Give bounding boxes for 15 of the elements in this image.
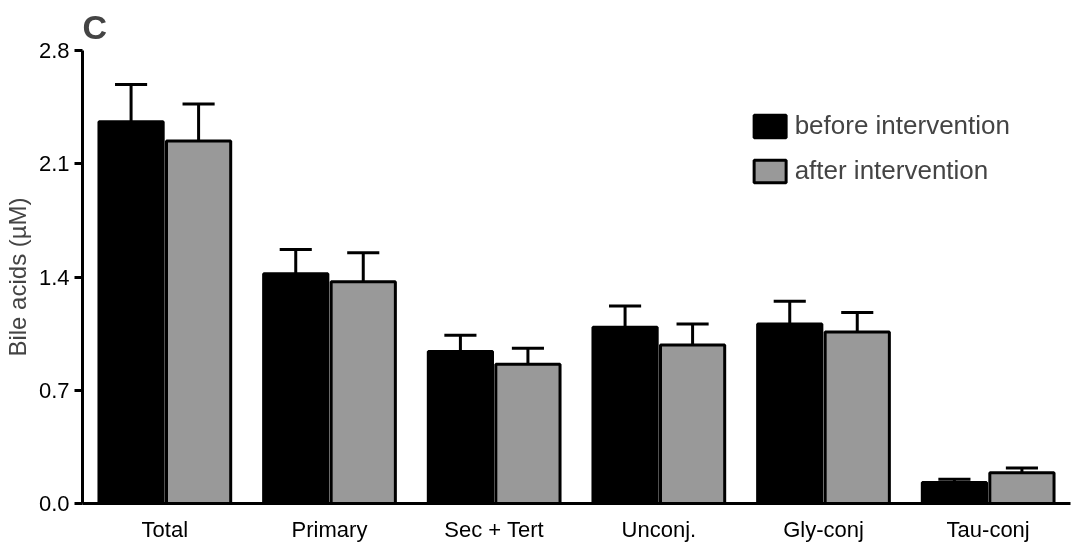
y-tick-label: 2.8	[38, 38, 70, 63]
legend-label: after intervention	[794, 155, 989, 186]
x-tick-label: Tau-conj	[946, 516, 1030, 542]
text: C	[82, 7, 108, 46]
y-tick-label: 1.4	[38, 264, 70, 290]
y-tick-label: 0.7	[38, 377, 70, 403]
x-tick-label: Total	[141, 516, 189, 542]
y-tick-label: 0.0	[38, 491, 70, 516]
y-tick-label: 2.1	[38, 151, 70, 177]
legend-label: before intervention	[794, 110, 1010, 141]
x-tick-label: Gly-conj	[783, 516, 864, 542]
x-tick-label: Unconj.	[621, 516, 697, 542]
x-tick-label: Primary	[291, 516, 368, 542]
x-tick-label: Sec + Tert	[444, 516, 544, 542]
y-axis-title: Bile acids (µM)	[3, 197, 31, 357]
